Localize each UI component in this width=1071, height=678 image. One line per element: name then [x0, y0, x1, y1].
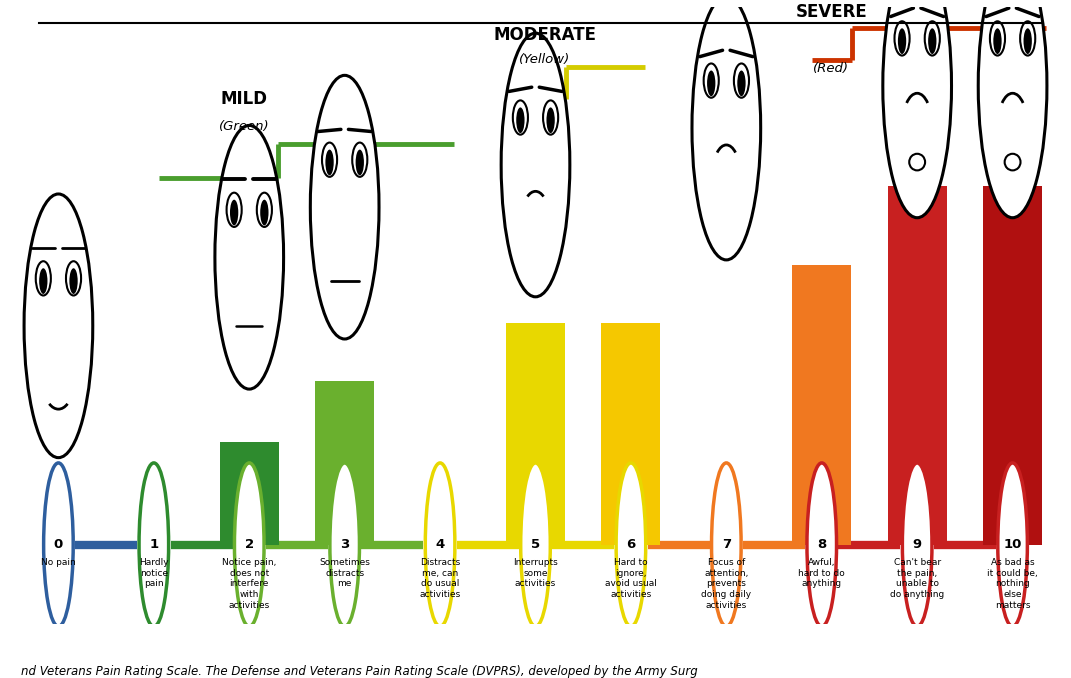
Ellipse shape: [929, 28, 936, 54]
Text: 7: 7: [722, 538, 730, 551]
Text: Awful,
hard to do
anything: Awful, hard to do anything: [798, 558, 845, 589]
Ellipse shape: [70, 268, 78, 294]
Text: MODERATE: MODERATE: [494, 26, 597, 43]
Circle shape: [425, 463, 455, 626]
Circle shape: [616, 463, 646, 626]
Text: Interrupts
some
activities: Interrupts some activities: [513, 558, 558, 589]
Ellipse shape: [227, 193, 242, 227]
Ellipse shape: [692, 0, 760, 260]
Ellipse shape: [894, 21, 909, 56]
Text: nd Veterans Pain Rating Scale. The Defense and Veterans Pain Rating Scale (DVPRS: nd Veterans Pain Rating Scale. The Defen…: [21, 664, 698, 677]
Text: As bad as
it could be,
nothing
else
matters: As bad as it could be, nothing else matt…: [987, 558, 1038, 610]
Circle shape: [521, 463, 550, 626]
Text: 10: 10: [1004, 538, 1022, 551]
Bar: [315, 381, 374, 544]
Ellipse shape: [513, 100, 528, 135]
Ellipse shape: [352, 142, 367, 177]
Bar: [601, 323, 661, 544]
Ellipse shape: [260, 200, 269, 225]
Ellipse shape: [66, 261, 81, 296]
Ellipse shape: [883, 0, 951, 218]
Text: SEVERE: SEVERE: [796, 3, 868, 21]
Ellipse shape: [737, 71, 745, 96]
Text: 1: 1: [149, 538, 159, 551]
Text: Distracts
me, can
do usual
activities: Distracts me, can do usual activities: [420, 558, 461, 599]
Text: No pain: No pain: [41, 558, 76, 567]
Ellipse shape: [501, 33, 570, 297]
Text: Can't bear
the pain,
unable to
do anything: Can't bear the pain, unable to do anythi…: [890, 558, 945, 599]
Ellipse shape: [546, 107, 555, 133]
Text: (Red): (Red): [813, 62, 849, 75]
Circle shape: [330, 463, 360, 626]
Text: Hardly
notice
pain: Hardly notice pain: [139, 558, 168, 589]
Ellipse shape: [543, 100, 558, 135]
Circle shape: [903, 463, 932, 626]
Text: 9: 9: [912, 538, 922, 551]
Ellipse shape: [40, 268, 47, 294]
Ellipse shape: [1024, 28, 1031, 54]
Ellipse shape: [24, 194, 93, 458]
Text: MILD: MILD: [221, 90, 268, 108]
Bar: [220, 442, 278, 544]
Ellipse shape: [1021, 21, 1036, 56]
Bar: [888, 186, 947, 544]
Ellipse shape: [230, 200, 238, 225]
Text: 8: 8: [817, 538, 827, 551]
Ellipse shape: [707, 71, 715, 96]
Ellipse shape: [990, 21, 1005, 56]
Circle shape: [235, 463, 265, 626]
Circle shape: [139, 463, 168, 626]
Ellipse shape: [978, 0, 1047, 218]
Ellipse shape: [704, 64, 719, 98]
Ellipse shape: [311, 75, 379, 339]
Circle shape: [998, 463, 1027, 626]
Bar: [793, 265, 851, 544]
Text: (Green): (Green): [220, 120, 270, 134]
Text: Hard to
ignore,
avoid usual
activities: Hard to ignore, avoid usual activities: [605, 558, 657, 599]
Ellipse shape: [516, 107, 525, 133]
Text: 3: 3: [340, 538, 349, 551]
Ellipse shape: [35, 261, 50, 296]
Bar: [506, 323, 565, 544]
Ellipse shape: [1005, 154, 1021, 170]
Text: 0: 0: [54, 538, 63, 551]
Ellipse shape: [356, 150, 364, 176]
Text: Focus of
attention,
prevents
doing daily
activities: Focus of attention, prevents doing daily…: [702, 558, 752, 610]
Text: 6: 6: [627, 538, 635, 551]
Ellipse shape: [897, 28, 906, 54]
Ellipse shape: [924, 21, 940, 56]
Text: Sometimes
distracts
me: Sometimes distracts me: [319, 558, 371, 589]
Text: 5: 5: [531, 538, 540, 551]
Text: (Yellow): (Yellow): [519, 54, 571, 66]
Ellipse shape: [322, 142, 337, 177]
Ellipse shape: [326, 150, 334, 176]
Ellipse shape: [734, 64, 749, 98]
Circle shape: [44, 463, 73, 626]
Ellipse shape: [909, 154, 925, 170]
Circle shape: [711, 463, 741, 626]
Bar: [983, 186, 1042, 544]
Text: 4: 4: [436, 538, 444, 551]
Ellipse shape: [257, 193, 272, 227]
Text: Notice pain,
does not
interfere
with
activities: Notice pain, does not interfere with act…: [222, 558, 276, 610]
Ellipse shape: [993, 28, 1001, 54]
Circle shape: [806, 463, 836, 626]
Text: 2: 2: [244, 538, 254, 551]
Ellipse shape: [215, 125, 284, 389]
